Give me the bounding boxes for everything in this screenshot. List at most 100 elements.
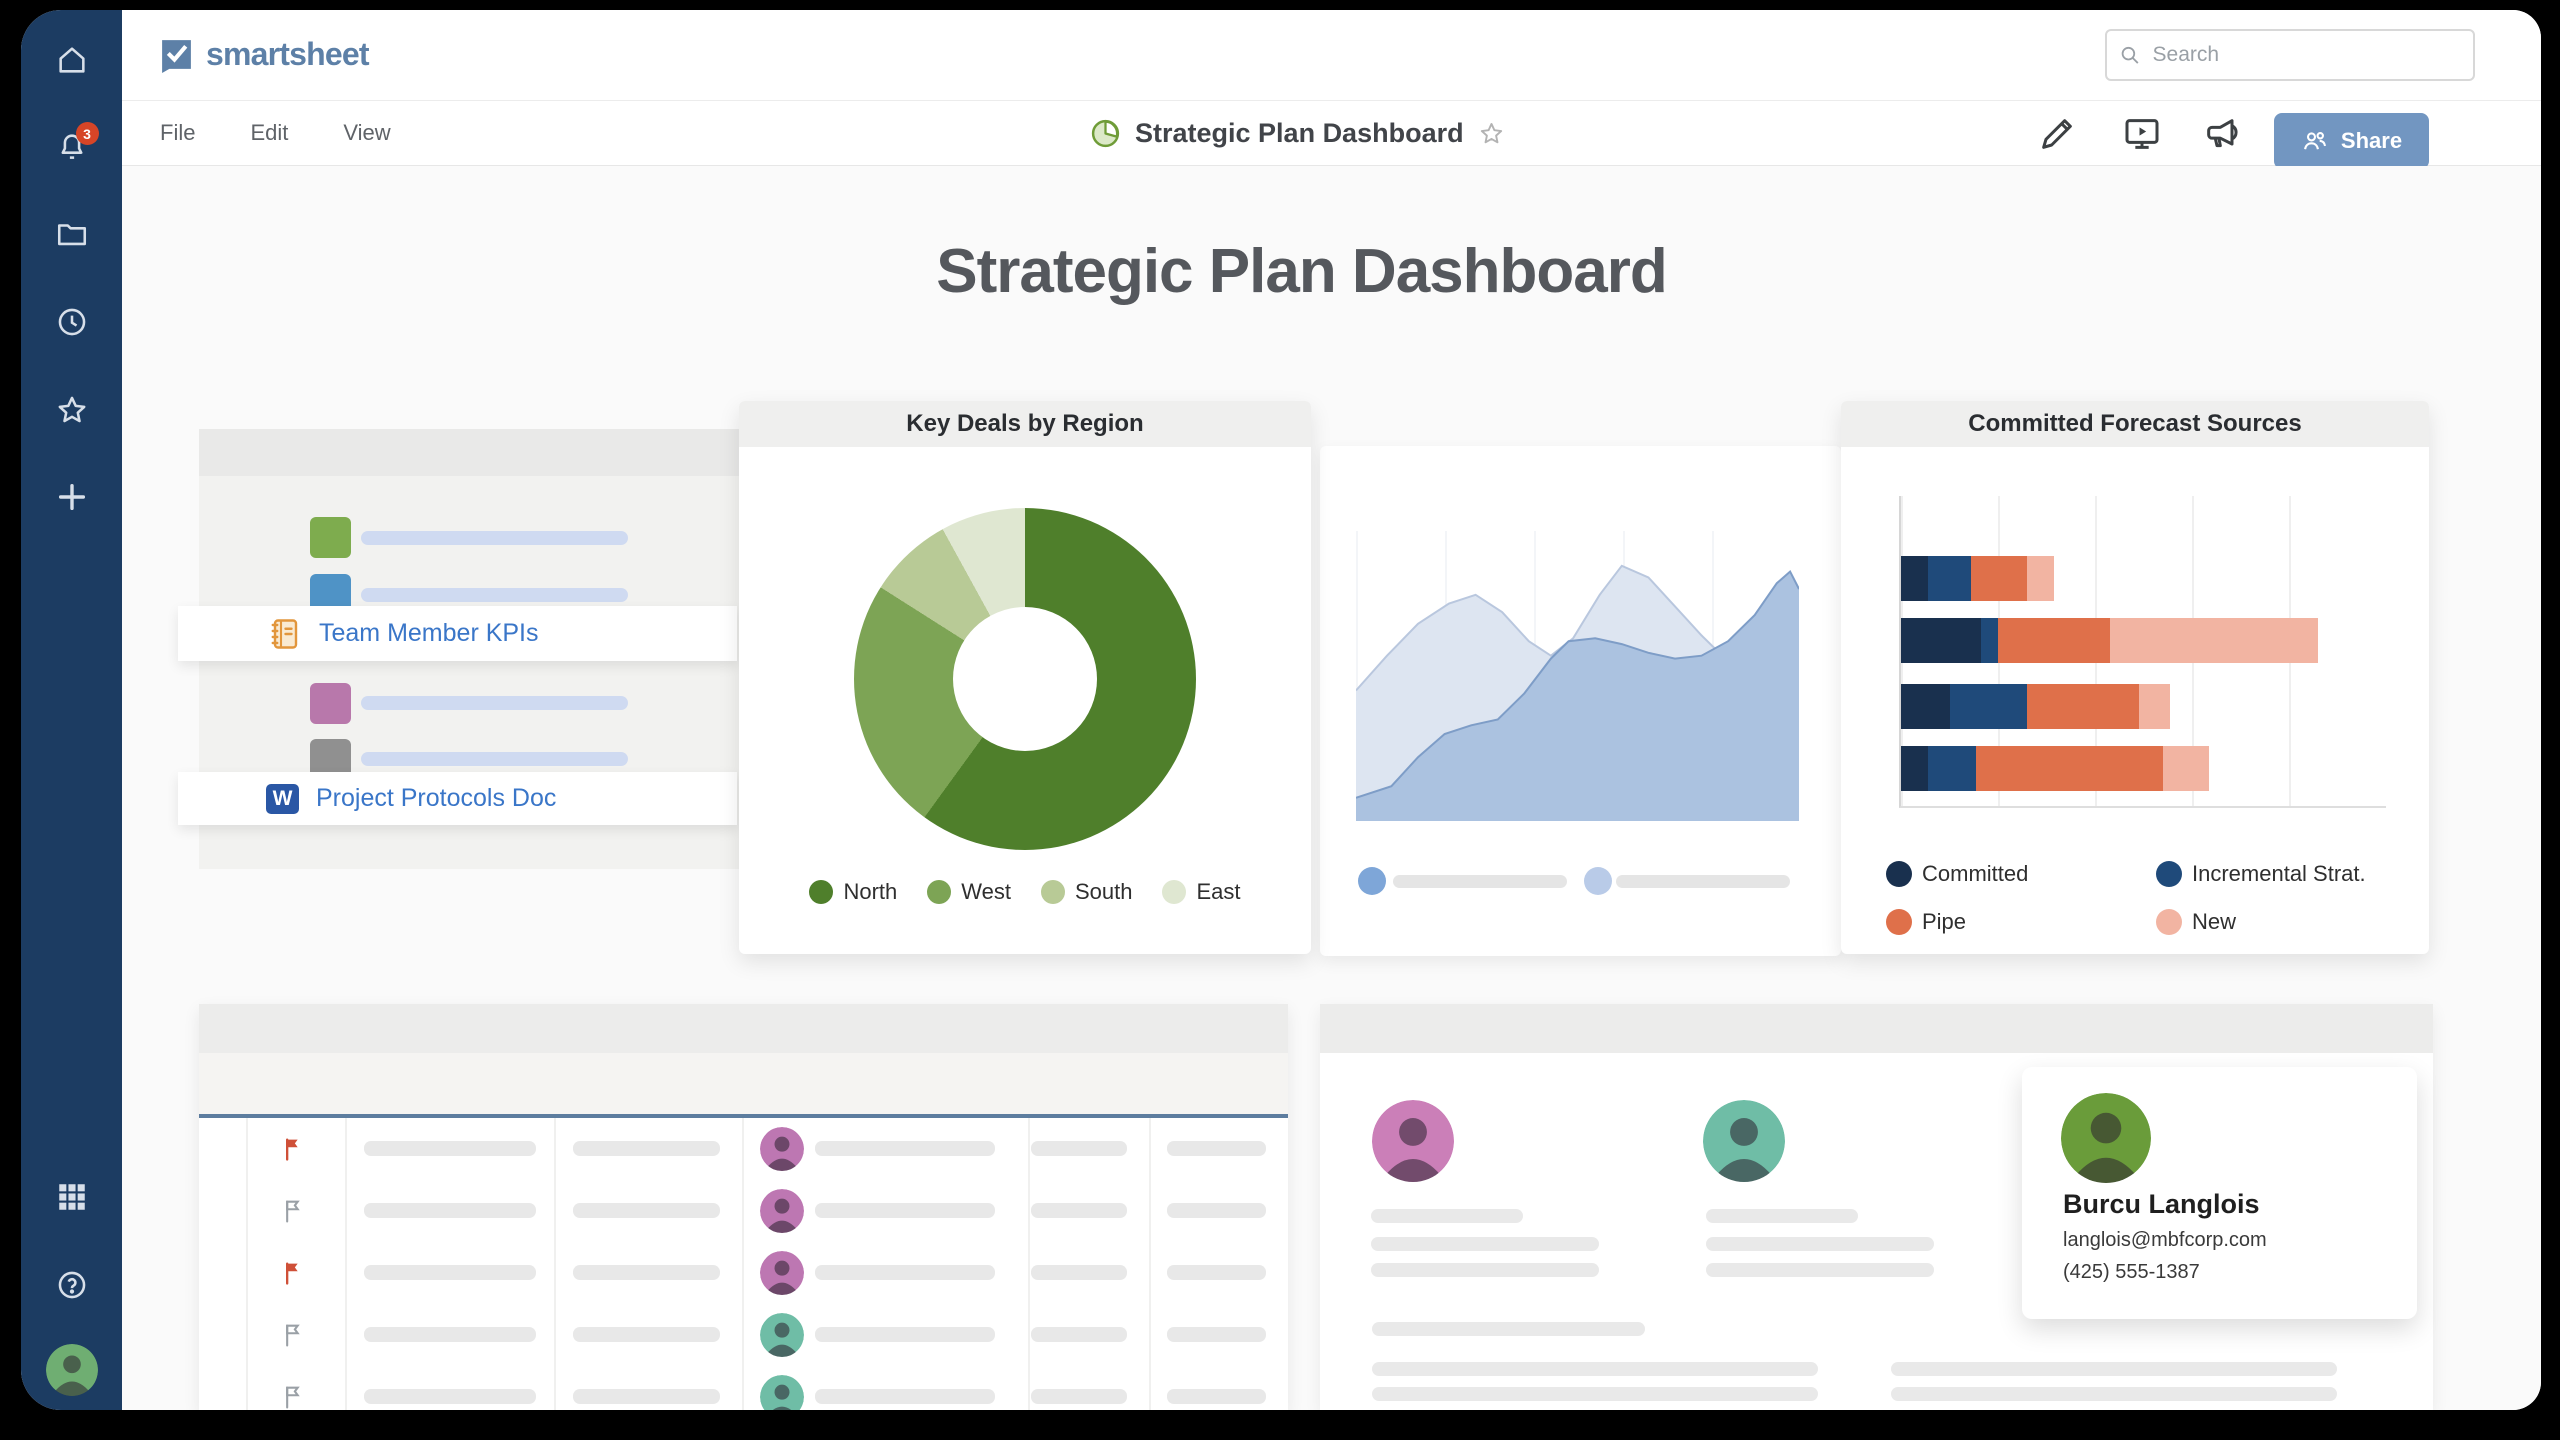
skeleton-line <box>1372 1387 1818 1401</box>
list-item-label[interactable]: Team Member KPIs <box>319 619 539 647</box>
bar-segment-new <box>2162 746 2209 791</box>
smartsheet-logo[interactable]: smartsheet <box>158 36 370 73</box>
bar-segment-incremental-strat- <box>1949 684 2028 729</box>
stacked-bar-chart <box>1899 496 2386 808</box>
legend-dot <box>1162 880 1187 904</box>
present-monitor-icon[interactable] <box>2122 114 2162 154</box>
create-plus-icon[interactable] <box>55 480 89 514</box>
announce-megaphone-icon[interactable] <box>2202 114 2242 154</box>
foreground-series-outline <box>1355 570 1800 799</box>
slider-handle-1[interactable] <box>1358 867 1386 895</box>
kpi-table <box>199 1004 1288 1410</box>
flag-red-icon[interactable] <box>279 1259 307 1287</box>
list-item-team-member-kpis[interactable]: Team Member KPIs <box>178 606 737 661</box>
menu-file[interactable]: File <box>160 120 196 145</box>
flag-red-icon[interactable] <box>279 1135 307 1163</box>
menu-edit[interactable]: Edit <box>250 120 289 145</box>
skeleton-cell <box>364 1389 536 1404</box>
skeleton-line <box>1706 1263 1934 1277</box>
skeleton-cell <box>364 1327 536 1342</box>
search-box[interactable] <box>2105 29 2475 81</box>
bar-segment-committed <box>1901 618 1982 663</box>
app-menus: File Edit View <box>160 101 391 165</box>
menu-view[interactable]: View <box>343 120 391 145</box>
skeleton-line <box>1371 1209 1523 1223</box>
skeleton-cell <box>815 1203 995 1218</box>
legend-item-south: South <box>1040 879 1133 905</box>
recents-clock-icon[interactable] <box>55 305 89 339</box>
flag-gray-icon[interactable] <box>279 1197 307 1225</box>
bar-segment-new <box>2109 618 2319 663</box>
list-item-project-protocols-doc[interactable]: W Project Protocols Doc <box>178 772 737 825</box>
favorite-star-icon[interactable] <box>1478 120 1505 147</box>
slider-track-1[interactable] <box>1393 875 1567 888</box>
skeleton-cell <box>1031 1203 1127 1218</box>
skeleton-line <box>1706 1237 1934 1251</box>
left-nav-rail: 3 <box>21 10 122 1410</box>
legend-label: New <box>2192 909 2237 934</box>
key-deals-widget: Key Deals by Region North West South East <box>739 401 1311 954</box>
share-button[interactable]: Share <box>2274 113 2429 169</box>
skeleton-line <box>361 588 628 602</box>
area-chart <box>1355 531 1800 821</box>
apps-grid-icon[interactable] <box>55 1180 89 1214</box>
search-input[interactable] <box>2150 42 2461 68</box>
favorites-star-icon[interactable] <box>55 393 89 427</box>
skeleton-line <box>1372 1322 1645 1336</box>
legend-dot <box>2156 861 2182 887</box>
notifications-bell-icon[interactable]: 3 <box>55 122 99 164</box>
legend-label: South <box>1074 879 1133 904</box>
skeleton-cell <box>1031 1327 1127 1342</box>
widget-title: Committed Forecast Sources <box>1841 401 2429 447</box>
legend-item-east: East <box>1162 879 1241 905</box>
slider-handle-2[interactable] <box>1584 867 1612 895</box>
legend-label: East <box>1196 879 1241 904</box>
list-swatch-green <box>310 517 351 558</box>
folders-icon[interactable] <box>55 217 89 251</box>
column-divider <box>742 1118 744 1410</box>
contact-phone[interactable]: (425) 555-1387 <box>2063 1261 2200 1283</box>
search-icon <box>2121 46 2139 64</box>
profile-avatar[interactable] <box>1703 1100 1785 1182</box>
column-divider <box>1028 1118 1030 1410</box>
forecast-legend: Committed Incremental Strat. Pipe New <box>1886 861 2366 935</box>
notification-count-badge: 3 <box>75 122 99 145</box>
contact-email[interactable]: langlois@mbfcorp.com <box>2063 1229 2267 1251</box>
skeleton-cell <box>815 1389 995 1404</box>
skeleton-cell <box>1167 1203 1266 1218</box>
bar-segment-committed <box>1901 684 1950 729</box>
legend-label: Pipe <box>1922 909 1967 934</box>
skeleton-line <box>361 752 628 766</box>
flag-gray-icon[interactable] <box>279 1321 307 1349</box>
donut-chart <box>854 508 1196 850</box>
skeleton-cell <box>1167 1327 1266 1342</box>
dashboard-heading: Strategic Plan Dashboard <box>936 237 1668 306</box>
notebook-icon <box>271 618 298 649</box>
column-divider <box>246 1118 248 1410</box>
bar-segment-incremental-strat- <box>1981 618 1998 663</box>
row-avatar <box>760 1375 804 1410</box>
list-item-label[interactable]: Project Protocols Doc <box>316 784 557 812</box>
top-bar: smartsheet <box>122 10 2541 100</box>
legend-dot <box>1886 909 1912 935</box>
skeleton-line <box>361 696 628 710</box>
forecast-sources-widget: Committed Forecast Sources Committed Incr… <box>1841 401 2429 954</box>
slider-track-2[interactable] <box>1616 875 1790 888</box>
skeleton-cell <box>1031 1141 1127 1156</box>
legend-label: Committed <box>1922 861 2029 886</box>
skeleton-line <box>1891 1387 2337 1401</box>
profile-avatar[interactable] <box>1372 1100 1454 1182</box>
skeleton-line <box>1371 1263 1599 1277</box>
column-divider <box>345 1118 347 1410</box>
home-icon[interactable] <box>55 43 89 77</box>
bar-segment-pipe <box>2027 684 2139 729</box>
edit-pencil-icon[interactable] <box>2037 114 2077 154</box>
skeleton-line <box>361 531 628 545</box>
account-avatar[interactable] <box>45 1344 98 1396</box>
skeleton-cell <box>364 1203 536 1218</box>
bar-segment-committed <box>1901 556 1928 601</box>
flag-gray-icon[interactable] <box>279 1383 307 1410</box>
help-icon[interactable] <box>55 1268 89 1302</box>
table-divider-line <box>199 1114 1288 1118</box>
row-avatar <box>760 1189 804 1233</box>
